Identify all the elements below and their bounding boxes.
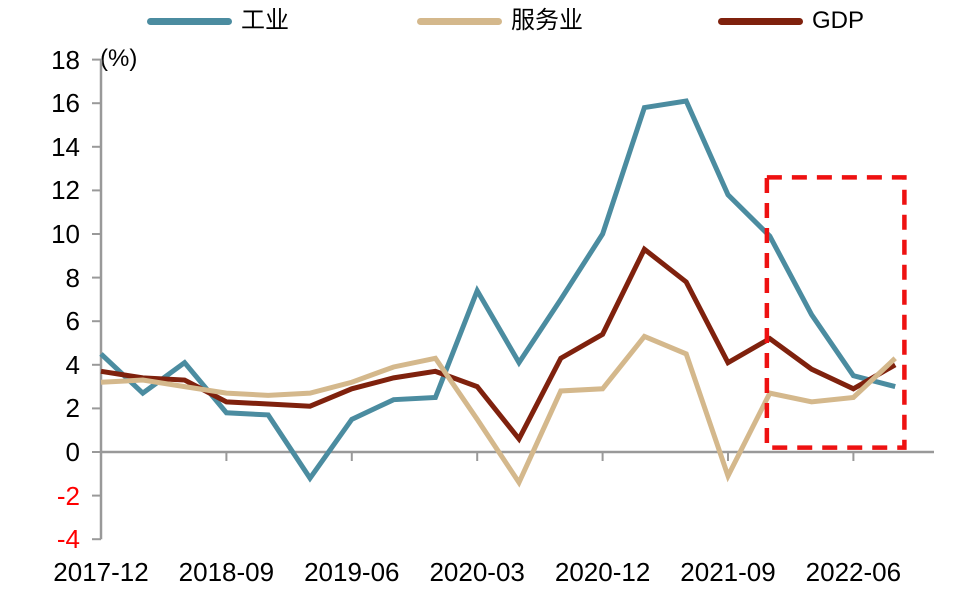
legend-swatch-gdp [718,17,803,25]
highlight-box [764,175,907,450]
x-tick-label: 2022-06 [805,557,902,587]
legend-label-industry: 工业 [241,7,289,34]
series-line-industry [99,98,896,483]
legend-item-industry: 工业 [147,6,289,36]
legend-swatch-industry [147,17,232,25]
x-tick-label: 2020-12 [554,557,651,587]
x-tick-label: 2021-09 [680,557,776,587]
y-tick-label: 16 [51,88,80,119]
x-tick-label: 2020-03 [429,557,525,587]
y-tick-label: 6 [65,306,80,337]
y-tick-label: 18 [51,44,80,75]
x-tick-label: 2019-06 [304,557,400,587]
legend-label-gdp: GDP [812,7,865,34]
y-tick-label: 0 [65,437,80,467]
y-tick-label: 8 [65,262,80,293]
y-tick-label: -4 [56,524,80,555]
series-line-gdp [100,245,897,444]
series-line-services [100,333,897,488]
legend-item-services: 服务业 [417,6,583,36]
y-tick-label: -2 [56,480,80,511]
y-tick-label: 14 [51,131,80,162]
x-tick-label: 2017-12 [53,557,149,587]
y-tick-label: 2 [65,393,80,424]
y-tick-label: 10 [51,219,80,249]
y-axis-unit-label: (%) [100,45,138,72]
legend-label-services: 服务业 [511,7,583,34]
legend-item-gdp: GDP [718,6,864,36]
x-tick-label: 2018-09 [178,557,275,587]
y-tick-label: 4 [65,349,80,380]
legend-swatch-services [417,17,502,25]
y-tick-label: 12 [51,175,80,206]
